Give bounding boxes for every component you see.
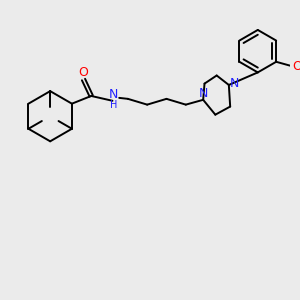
Text: H: H — [110, 100, 117, 110]
Text: N: N — [199, 87, 208, 100]
Text: O: O — [79, 66, 88, 79]
Text: N: N — [109, 88, 118, 101]
Text: N: N — [230, 76, 239, 89]
Text: O: O — [292, 60, 300, 73]
